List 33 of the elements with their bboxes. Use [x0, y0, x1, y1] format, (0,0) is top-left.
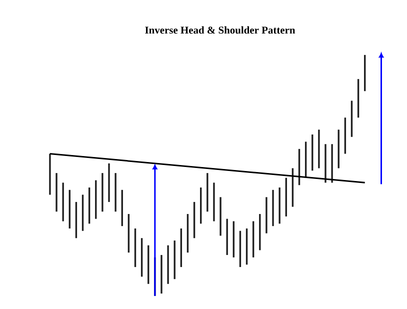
- candlestick: [338, 130, 340, 168]
- candlestick: [324, 144, 326, 183]
- candlestick: [232, 221, 235, 258]
- candlestick: [331, 144, 333, 183]
- candlestick: [239, 230, 242, 268]
- candlestick: [272, 190, 274, 226]
- candlestick: [180, 228, 182, 268]
- candlestick: [213, 182, 215, 222]
- candlestick: [318, 130, 320, 168]
- candlestick: [292, 168, 294, 207]
- candlestick: [193, 202, 196, 238]
- candlestick: [75, 202, 78, 238]
- candlestick: [49, 154, 51, 195]
- candlestick: [140, 238, 143, 277]
- candlestick: [364, 54, 366, 92]
- chart-title: Inverse Head & Shoulder Pattern: [145, 26, 296, 34]
- candlestick: [266, 197, 268, 234]
- candlestick: [304, 142, 307, 178]
- candlestick: [298, 148, 300, 186]
- candlestick: [350, 100, 353, 137]
- candlestick: [62, 182, 64, 222]
- candlestick: [95, 180, 97, 219]
- candlestick: [148, 245, 150, 284]
- candlestick: [220, 197, 222, 236]
- candlestick: [134, 228, 136, 268]
- candlestick: [121, 190, 123, 226]
- candlestick: [312, 134, 314, 171]
- candlestick: [160, 254, 162, 294]
- candlestick: [252, 221, 254, 258]
- candlestick: [82, 194, 84, 231]
- candlestick: [246, 228, 248, 265]
- candlestick: [167, 245, 169, 284]
- candlestick: [344, 118, 346, 154]
